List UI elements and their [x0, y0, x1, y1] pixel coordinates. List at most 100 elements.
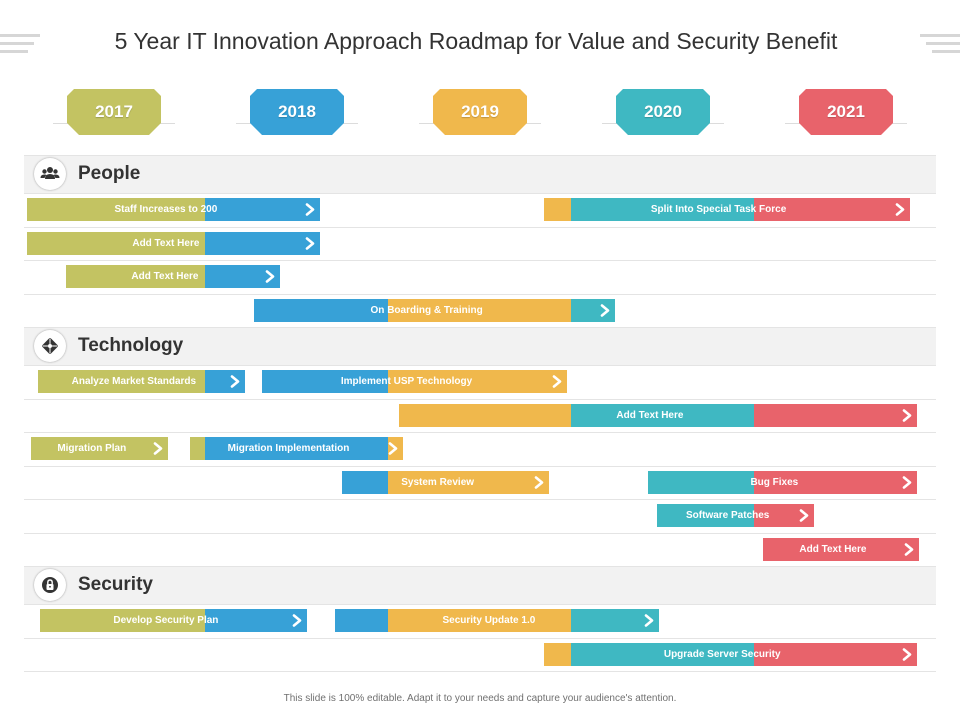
task-bar-segment [254, 298, 388, 322]
chevron-right-icon [901, 475, 913, 489]
category-separator [24, 155, 936, 156]
year-tab-2020: 2020 [602, 89, 724, 135]
task-bar-segment [753, 470, 917, 494]
task-bar-segment [204, 198, 321, 221]
task-bar-label: Migration Plan [57, 443, 127, 454]
task-bar-label: Add Text Here [616, 409, 684, 421]
chevron-right-icon [599, 303, 611, 317]
task-bar-segment [190, 437, 205, 460]
decor-stripe-left [0, 42, 34, 45]
task-bar-label: Analyze Market Standards [71, 376, 197, 387]
chevron-right-icon [901, 647, 913, 661]
category-band-security [24, 566, 936, 604]
year-tab-shape [250, 89, 344, 135]
task-bar-segment [543, 198, 571, 221]
task-bar-segment [753, 403, 917, 427]
row-separator [24, 193, 936, 194]
task-bar-label: Migration Implementation [227, 443, 350, 454]
year-tab-shape [67, 89, 161, 135]
task-bar-segment [543, 642, 571, 666]
task-bar-label: Bug Fixes [750, 476, 799, 488]
category-label: Technology [78, 335, 184, 356]
row-separator [24, 432, 936, 433]
category-separator [24, 566, 936, 567]
decor-stripe-left [0, 50, 28, 53]
task-bar-segment [657, 504, 754, 527]
task-bar-bug-fixes[interactable]: Bug Fixes [647, 470, 917, 494]
row-separator [24, 293, 936, 295]
task-bar-add-text-here[interactable]: Add Text Here [27, 231, 321, 255]
task-bar-system-review[interactable]: System Review [342, 470, 550, 494]
chevron-right-icon [901, 408, 913, 422]
task-bar-segment [387, 609, 571, 632]
task-bar-software-patches[interactable]: Software Patches [657, 504, 815, 527]
task-bar-split-into-special-task-force[interactable]: Split Into Special Task Force [543, 198, 910, 221]
task-bar-label: Security Update 1.0 [442, 615, 536, 626]
year-tab-shape [433, 89, 527, 135]
task-bar-segment [38, 370, 205, 393]
task-bar-segment [570, 198, 754, 221]
row-separator [24, 260, 936, 261]
category-separator [24, 327, 936, 328]
task-bar-segment [398, 403, 571, 427]
task-bar-security-update-1-0[interactable]: Security Update 1.0 [334, 609, 659, 632]
chevron-right-icon [152, 442, 164, 455]
task-bar-segment [570, 403, 754, 427]
year-tab-label: 2017 [95, 102, 133, 121]
task-bar-label: Add Text Here [799, 543, 867, 555]
decor-stripe-right [926, 42, 960, 45]
task-bar-segment [204, 265, 280, 288]
task-bar-label: Develop Security Plan [113, 615, 219, 626]
task-bar-implement-usp-technology[interactable]: Implement USP Technology [261, 370, 568, 393]
task-bar-add-text-here[interactable]: Add Text Here [398, 403, 917, 427]
task-bar-label: On Boarding & Training [370, 304, 483, 316]
chevron-right-icon [229, 375, 241, 388]
task-bar-segment [387, 370, 568, 393]
footer-note: This slide is 100% editable. Adapt it to… [283, 693, 677, 704]
task-bar-segment [65, 265, 205, 288]
row-separator [24, 465, 936, 467]
task-bar-label: Staff Increases to 200 [114, 204, 218, 215]
task-bar-segment [647, 470, 754, 494]
task-bar-segment [342, 470, 388, 494]
task-bar-analyze-market-standards[interactable]: Analyze Market Standards [38, 370, 246, 393]
task-bar-migration-plan[interactable]: Migration Plan [31, 437, 169, 460]
chevron-right-icon [304, 236, 316, 250]
decor-stripe-right [932, 50, 960, 53]
year-tab-shape [616, 89, 710, 135]
task-bar-add-text-here[interactable]: Add Text Here [763, 537, 919, 561]
decor-stripe-left [0, 34, 40, 37]
lock-icon [34, 569, 66, 601]
row-separator [24, 365, 936, 366]
task-bar-upgrade-server-security[interactable]: Upgrade Server Security [543, 642, 917, 666]
year-tab-2018: 2018 [236, 89, 358, 135]
year-tab-2021: 2021 [785, 89, 907, 135]
technology-icon [34, 330, 66, 362]
row-separator [24, 226, 936, 228]
chevron-right-icon [798, 509, 810, 522]
task-bar-develop-security-plan[interactable]: Develop Security Plan [40, 609, 308, 632]
task-bar-add-text-here[interactable]: Add Text Here [65, 265, 280, 288]
task-bar-label: Upgrade Server Security [663, 648, 781, 660]
category-label: People [78, 163, 141, 184]
category-label: Security [78, 574, 153, 595]
task-bar-segment [204, 609, 308, 632]
category-band-people [24, 155, 936, 193]
task-bar-segment [753, 198, 910, 221]
task-bar-segment [570, 642, 754, 666]
task-bar-migration-implementation[interactable]: Migration Implementation [190, 437, 403, 460]
year-tab-label: 2020 [644, 102, 682, 121]
chevron-right-icon [643, 614, 655, 627]
task-bar-staff-increases-to-200[interactable]: Staff Increases to 200 [27, 198, 321, 221]
task-bar-segment [753, 504, 815, 527]
year-tab-2017: 2017 [53, 89, 175, 135]
row-separator [24, 532, 936, 534]
year-tab-2019: 2019 [419, 89, 541, 135]
task-bar-on-boarding-training[interactable]: On Boarding & Training [254, 298, 615, 322]
task-bar-segment [27, 231, 205, 255]
year-tab-shape [799, 89, 893, 135]
task-bar-segment [204, 370, 246, 393]
task-bar-segment [204, 437, 388, 460]
people-icon [34, 158, 66, 190]
